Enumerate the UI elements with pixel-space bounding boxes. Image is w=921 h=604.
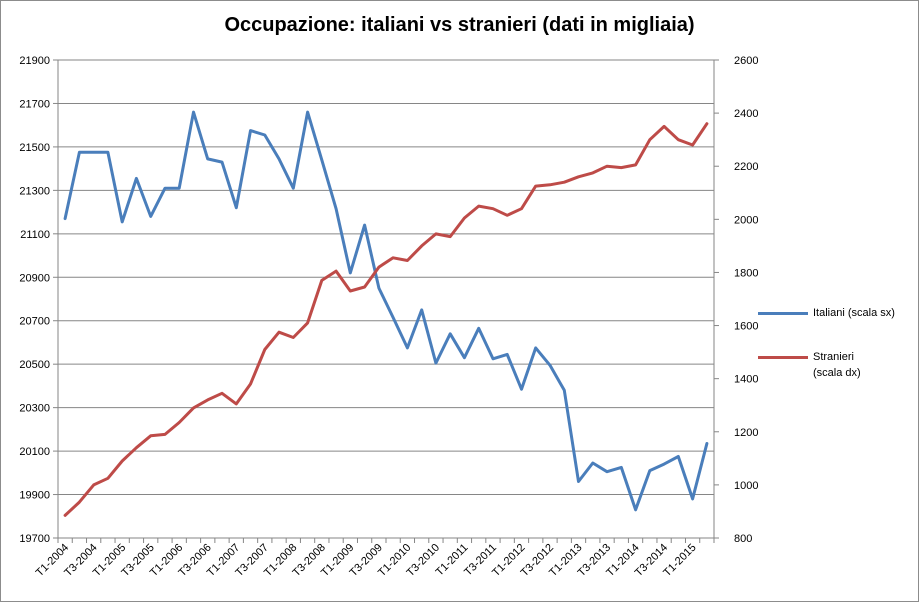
chart-title: Occupazione: italiani vs stranieri (dati… — [224, 14, 695, 36]
left-tick-label: 21500 — [19, 142, 50, 154]
left-tick-label: 21900 — [19, 55, 50, 67]
x-axis-ticks: T1-2004T3-2004T1-2005T3-2005T1-2006T3-20… — [34, 538, 715, 579]
right-tick-label: 1600 — [734, 321, 758, 333]
legend-swatch-stranieri — [758, 356, 808, 359]
right-tick-label: 2000 — [734, 214, 758, 226]
left-tick-label: 19900 — [19, 490, 50, 502]
right-tick-label: 2200 — [734, 161, 758, 173]
left-tick-label: 19700 — [19, 533, 50, 545]
legend-item-italiani: Italiani (scala sx) — [758, 305, 921, 321]
legend-swatch-italiani — [758, 312, 808, 315]
series-line-italiani — [63, 110, 709, 512]
left-tick-label: 21700 — [19, 98, 50, 110]
left-tick-label: 21100 — [20, 229, 50, 241]
right-tick-label: 1200 — [734, 427, 758, 439]
right-tick-label: 2600 — [734, 55, 758, 67]
legend-item-stranieri: Stranieri (scala dx) — [758, 349, 877, 381]
series-line-stranieri — [63, 122, 709, 517]
left-tick-label: 20300 — [19, 403, 50, 415]
right-tick-label: 1800 — [734, 267, 758, 279]
right-tick-label: 2400 — [734, 108, 758, 120]
right-tick-label: 1400 — [734, 374, 758, 386]
gridlines — [57, 59, 715, 539]
right-axis-ticks: 800 1000 1200 1400 1600 1800 2000 2200 2400 2600 — [714, 55, 758, 545]
legend-label-italiani: Italiani (scala sx) — [813, 307, 895, 319]
left-tick-label: 21300 — [19, 185, 50, 197]
legend-label-stranieri: Stranieri (scala dx) — [813, 351, 861, 379]
left-axis-ticks: 19700 19900 20100 20300 20500 20700 20900 21100… — [19, 55, 58, 545]
series-lines — [63, 110, 709, 517]
right-tick-label: 800 — [734, 533, 752, 545]
left-tick-label: 20900 — [19, 272, 50, 284]
left-tick-label: 20700 — [19, 316, 50, 328]
left-tick-label: 20100 — [19, 446, 50, 458]
right-tick-label: 1000 — [734, 480, 758, 492]
left-tick-label: 20500 — [19, 359, 50, 371]
